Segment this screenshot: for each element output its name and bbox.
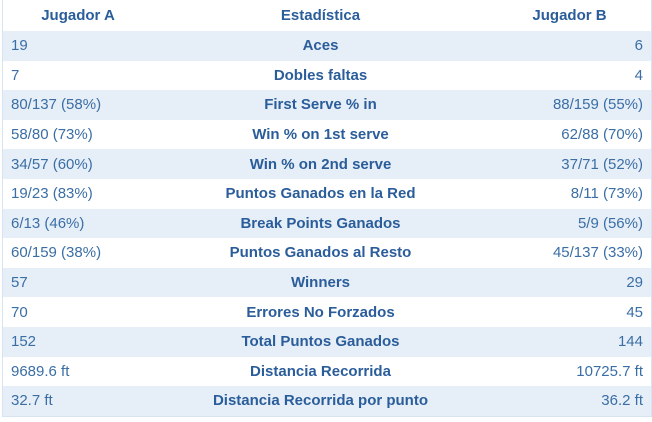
stat-label: Puntos Ganados en la Red bbox=[225, 185, 416, 203]
table-row: 70 Errores No Forzados 45 bbox=[3, 297, 651, 327]
header-player-a: Jugador A bbox=[41, 7, 115, 24]
table-row: 60/159 (38%) Puntos Ganados al Resto 45/… bbox=[3, 238, 651, 268]
player-a-value: 6/13 (46%) bbox=[11, 214, 85, 232]
player-a-value: 32.7 ft bbox=[11, 392, 53, 410]
stat-label: Dobles faltas bbox=[273, 66, 368, 84]
player-a-value: 7 bbox=[11, 66, 20, 84]
table-row: 32.7 ft Distancia Recorrida por punto 36… bbox=[3, 386, 651, 416]
player-a-value: 60/159 (38%) bbox=[11, 244, 102, 262]
player-b-value: 62/88 (70%) bbox=[561, 126, 643, 144]
table-row: 57 Winners 29 bbox=[3, 267, 651, 298]
stat-label: Break Points Ganados bbox=[240, 214, 401, 232]
player-b-value: 88/159 (55%) bbox=[552, 96, 643, 114]
stat-label: Puntos Ganados al Resto bbox=[229, 244, 412, 262]
stat-label: Errores No Forzados bbox=[246, 303, 395, 321]
player-b-value: 4 bbox=[634, 66, 643, 84]
player-b-value: 36.2 ft bbox=[601, 392, 643, 410]
table-row: 58/80 (73%) Win % on 1st serve 62/88 (70… bbox=[3, 119, 651, 150]
player-b-value: 5/9 (56%) bbox=[577, 214, 643, 232]
player-b-value: 10725.7 ft bbox=[576, 362, 643, 380]
player-a-value: 57 bbox=[11, 274, 28, 292]
stat-label: Win % on 1st serve bbox=[252, 126, 389, 144]
player-a-value: 58/80 (73%) bbox=[11, 126, 93, 144]
stat-label: First Serve % in bbox=[264, 96, 377, 114]
player-a-value: 70 bbox=[11, 303, 28, 321]
player-b-value: 45 bbox=[626, 303, 643, 321]
player-a-value: 19/23 (83%) bbox=[11, 185, 93, 203]
player-b-value: 37/71 (52%) bbox=[561, 155, 643, 173]
stat-label: Win % on 2nd serve bbox=[249, 155, 392, 173]
table-row: 6/13 (46%) Break Points Ganados 5/9 (56%… bbox=[3, 208, 651, 239]
table-row: 152 Total Puntos Ganados 144 bbox=[3, 326, 651, 357]
player-a-value: 19 bbox=[11, 37, 28, 55]
stat-label: Winners bbox=[290, 274, 351, 292]
player-b-value: 144 bbox=[617, 333, 643, 351]
stat-label: Aces bbox=[302, 37, 339, 55]
match-stats-table: Jugador A Estadística Jugador B 19 Aces … bbox=[3, 0, 651, 416]
table-bottom-border bbox=[3, 415, 651, 417]
stat-label: Distancia Recorrida por punto bbox=[212, 392, 429, 410]
stat-label: Distancia Recorrida bbox=[250, 362, 391, 380]
player-b-value: 8/11 (73%) bbox=[570, 185, 643, 203]
table-row: 34/57 (60%) Win % on 2nd serve 37/71 (52… bbox=[3, 149, 651, 179]
table-row: 19/23 (83%) Puntos Ganados en la Red 8/1… bbox=[3, 178, 651, 209]
player-b-value: 45/137 (33%) bbox=[552, 244, 643, 262]
table-row: 80/137 (58%) First Serve % in 88/159 (55… bbox=[3, 90, 651, 120]
player-b-value: 29 bbox=[626, 274, 643, 292]
player-a-value: 9689.6 ft bbox=[11, 362, 70, 380]
player-a-value: 152 bbox=[11, 333, 37, 351]
player-b-value: 6 bbox=[634, 37, 643, 55]
player-a-value: 34/57 (60%) bbox=[11, 155, 93, 173]
player-a-value: 80/137 (58%) bbox=[11, 96, 102, 114]
table-row: 19 Aces 6 bbox=[3, 31, 651, 61]
table-row: 7 Dobles faltas 4 bbox=[3, 60, 651, 91]
stat-label: Total Puntos Ganados bbox=[241, 333, 400, 351]
header-stat: Estadística bbox=[280, 7, 361, 24]
header-player-b: Jugador B bbox=[532, 7, 607, 24]
table-row: 9689.6 ft Distancia Recorrida 10725.7 ft bbox=[3, 356, 651, 387]
table-header-row: Jugador A Estadística Jugador B bbox=[3, 0, 651, 31]
